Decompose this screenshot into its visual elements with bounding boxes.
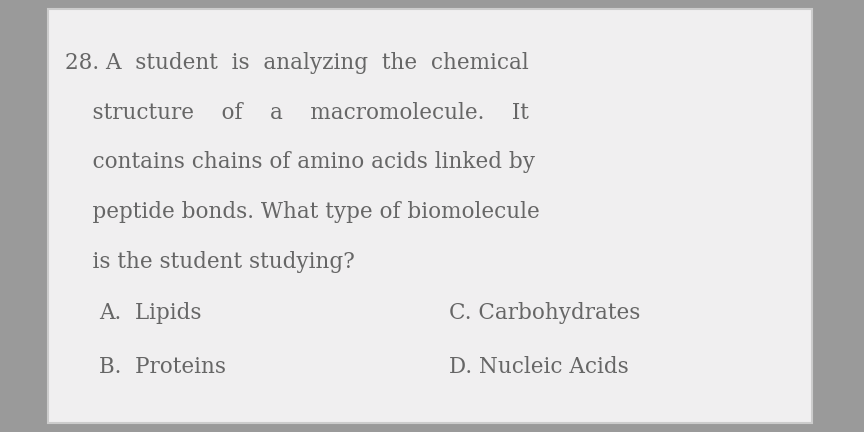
- Text: C. Carbohydrates: C. Carbohydrates: [449, 302, 640, 324]
- Text: 28. A  student  is  analyzing  the  chemical: 28. A student is analyzing the chemical: [65, 52, 529, 74]
- FancyBboxPatch shape: [48, 9, 812, 423]
- Text: D. Nucleic Acids: D. Nucleic Acids: [449, 356, 629, 378]
- Text: B.  Proteins: B. Proteins: [99, 356, 226, 378]
- Text: structure    of    a    macromolecule.    It: structure of a macromolecule. It: [65, 102, 529, 124]
- Text: is the student studying?: is the student studying?: [65, 251, 354, 273]
- Text: A.  Lipids: A. Lipids: [99, 302, 202, 324]
- Text: contains chains of amino acids linked by: contains chains of amino acids linked by: [65, 151, 535, 173]
- Text: peptide bonds. What type of biomolecule: peptide bonds. What type of biomolecule: [65, 201, 539, 223]
